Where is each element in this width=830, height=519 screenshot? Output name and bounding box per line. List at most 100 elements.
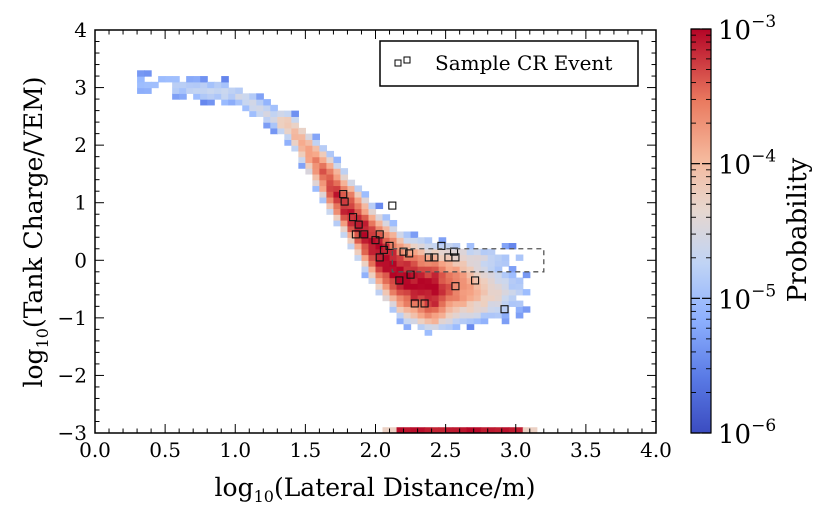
heatmap-cell <box>375 283 384 290</box>
heatmap-cell <box>172 76 180 83</box>
heatmap-cell <box>410 283 419 290</box>
heatmap-cell <box>284 110 292 117</box>
heatmap-cell <box>522 289 531 296</box>
heatmap-cell <box>340 202 349 210</box>
heatmap-cell <box>431 306 440 313</box>
heatmap-cell <box>494 306 503 313</box>
heatmap-cell <box>459 289 468 296</box>
heatmap-cell <box>445 289 454 296</box>
heatmap-cell <box>410 300 419 307</box>
heatmap-cell <box>354 185 363 192</box>
heatmap-cell <box>522 271 531 279</box>
heatmap-cell <box>424 317 433 325</box>
heatmap-cell <box>382 266 391 273</box>
heatmap-cell <box>375 266 384 273</box>
heatmap-cell <box>396 294 405 302</box>
heatmap-cell <box>340 168 349 175</box>
heatmap-cell <box>347 179 356 187</box>
heatmap-cell <box>480 294 489 302</box>
heatmap-cell <box>361 266 370 273</box>
heatmap-cell <box>354 231 363 238</box>
heatmap-cell <box>438 283 447 290</box>
heatmap-cell <box>438 289 447 296</box>
heatmap-cell <box>354 254 363 261</box>
heatmap-cell <box>256 99 264 106</box>
sample-event-marker <box>375 253 384 262</box>
heatmap-cell <box>480 306 489 313</box>
heatmap-cell <box>186 81 194 89</box>
heatmap-cell <box>347 202 356 210</box>
heatmap-cell <box>368 225 377 233</box>
heatmap-cell <box>263 104 271 112</box>
heatmap-cell <box>354 243 363 250</box>
heatmap-cell <box>445 317 454 325</box>
heatmap-cell <box>312 150 320 158</box>
heatmap-cell <box>459 312 468 319</box>
heatmap-cell <box>438 277 447 284</box>
heatmap-cell <box>319 191 328 198</box>
heatmap-cell <box>424 237 433 244</box>
heatmap-cell <box>515 277 524 284</box>
heatmap-cell <box>459 260 468 267</box>
heatmap-cell <box>396 427 405 433</box>
heatmap-cell <box>375 254 384 261</box>
axis-ticks <box>94 29 657 434</box>
heatmap-cell <box>529 427 538 433</box>
heatmap-cell <box>403 312 412 319</box>
heatmap-cell <box>424 248 433 256</box>
sample-event-marker <box>385 241 394 250</box>
heatmap-cell <box>438 312 447 319</box>
heatmap-cell <box>473 294 482 302</box>
heatmap-cell <box>445 312 454 319</box>
heatmap-cell <box>487 254 496 261</box>
heatmap-cell <box>382 427 391 433</box>
heatmap-cell <box>193 76 201 83</box>
heatmap-cell <box>361 214 370 221</box>
heatmap-cell <box>200 93 208 100</box>
heatmap-cell <box>424 254 433 261</box>
heatmap-cell <box>326 179 335 187</box>
heatmap-cell <box>340 225 349 233</box>
heatmap-cell <box>333 191 342 198</box>
heatmap-cell <box>480 283 489 290</box>
heatmap-cell <box>424 277 433 284</box>
x-tick-label: 3.5 <box>570 438 602 462</box>
sample-event-marker <box>351 230 360 239</box>
heatmap-cell <box>347 191 356 198</box>
heatmap-cell <box>312 173 320 181</box>
heatmap-cell <box>466 266 475 273</box>
heatmap-cell <box>466 300 475 307</box>
heatmap-cell <box>228 93 236 100</box>
heatmap-cell <box>382 283 391 290</box>
heatmap-cell <box>340 179 349 187</box>
heatmap-cell <box>494 271 503 279</box>
heatmap-cell <box>333 168 342 175</box>
heatmap-cell <box>333 219 342 227</box>
heatmap-cell <box>333 214 342 221</box>
heatmap-cell <box>270 104 278 112</box>
heatmap-cell <box>494 300 503 307</box>
heatmap-cell <box>410 231 419 238</box>
heatmap-cell <box>501 317 510 325</box>
heatmap-cell <box>284 133 292 140</box>
heatmap-cell <box>382 225 391 233</box>
heatmap-cell <box>417 317 426 325</box>
heatmap-cell <box>200 87 208 94</box>
heatmap-cell <box>242 104 250 112</box>
heatmap-cell <box>270 122 278 129</box>
heatmap-cell <box>452 289 461 296</box>
heatmap-cell <box>396 277 405 284</box>
heatmap-cell <box>312 145 320 152</box>
heatmap-cell <box>151 81 159 89</box>
heatmap-cell <box>354 219 363 227</box>
heatmap-cell <box>389 260 398 267</box>
heatmap-cell <box>172 93 180 100</box>
y-tick-label: −3 <box>58 421 87 445</box>
heatmap-cell <box>319 179 328 187</box>
heatmap-cell <box>410 237 419 244</box>
heatmap-cell <box>221 76 229 83</box>
heatmap-cell <box>361 260 370 267</box>
heatmap-cell <box>333 196 342 204</box>
heatmap-cell <box>284 122 292 129</box>
heatmap-cell <box>417 312 426 319</box>
